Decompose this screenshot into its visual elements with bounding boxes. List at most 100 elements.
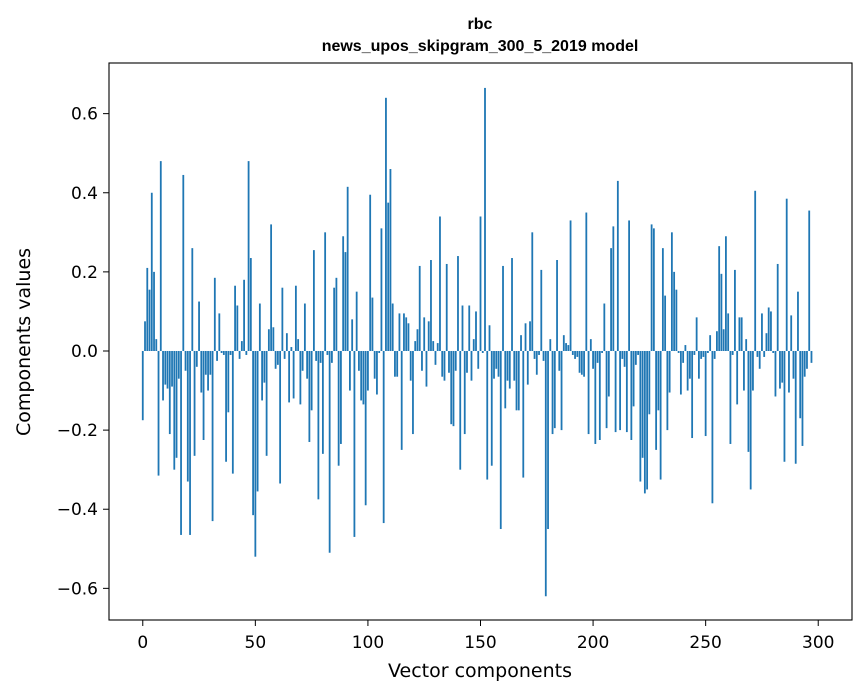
- bar: [157, 350, 160, 476]
- bar: [398, 313, 401, 351]
- bar: [749, 350, 752, 490]
- bar: [279, 350, 282, 484]
- bar: [457, 256, 459, 351]
- bar: [785, 198, 788, 351]
- bar: [790, 315, 793, 351]
- x-tick-label: 0: [137, 633, 148, 653]
- chart-title-line-1: rbc: [468, 16, 493, 33]
- bar: [668, 350, 671, 393]
- bar: [625, 350, 628, 433]
- bar: [466, 350, 468, 373]
- bar: [380, 228, 383, 351]
- bar: [679, 350, 682, 395]
- bar: [551, 350, 554, 435]
- bar: [204, 350, 207, 375]
- bar: [517, 350, 520, 411]
- bar: [430, 260, 432, 351]
- bar: [416, 329, 419, 351]
- bar: [486, 350, 489, 480]
- bar: [792, 350, 795, 379]
- bar: [808, 210, 811, 351]
- bar: [234, 285, 236, 351]
- bar: [673, 271, 676, 351]
- bar: [634, 350, 637, 365]
- bar: [342, 236, 345, 351]
- bar: [479, 216, 482, 351]
- bar: [270, 224, 273, 351]
- bar: [776, 263, 779, 351]
- bar: [504, 350, 507, 409]
- bar: [288, 350, 291, 403]
- bar: [198, 301, 200, 351]
- bar: [713, 350, 716, 359]
- bar: [704, 350, 707, 437]
- bar: [801, 350, 804, 446]
- bar: [765, 333, 768, 351]
- bar: [173, 350, 176, 470]
- bar: [772, 350, 775, 353]
- bar: [452, 350, 455, 427]
- bar: [531, 232, 534, 351]
- bar: [245, 350, 248, 355]
- bar: [146, 267, 149, 351]
- bar: [810, 350, 813, 363]
- bar: [574, 350, 576, 359]
- bar: [580, 350, 583, 375]
- bar: [450, 350, 453, 425]
- bar: [740, 317, 743, 351]
- bar: [650, 224, 653, 351]
- bar: [639, 350, 642, 482]
- bar: [297, 339, 300, 351]
- bar: [177, 350, 180, 379]
- bar: [499, 350, 502, 530]
- bar: [290, 347, 293, 351]
- bar: [441, 350, 444, 377]
- bar: [544, 350, 547, 597]
- bar: [707, 350, 709, 353]
- bar: [490, 350, 493, 466]
- x-axis-label: Vector components: [388, 660, 572, 682]
- bar: [727, 313, 730, 351]
- bar: [502, 265, 504, 351]
- bar: [569, 220, 572, 351]
- bar: [549, 339, 552, 351]
- bar: [477, 350, 480, 369]
- bar: [360, 350, 363, 401]
- bar: [423, 317, 426, 351]
- bar: [725, 236, 727, 351]
- bar: [301, 350, 304, 371]
- bar: [443, 350, 446, 381]
- bar: [387, 202, 390, 351]
- bar: [623, 350, 626, 367]
- bar: [418, 265, 421, 351]
- bar: [698, 350, 700, 379]
- bar: [761, 313, 763, 351]
- bar: [567, 345, 570, 351]
- bar: [274, 350, 277, 369]
- bar: [688, 350, 691, 379]
- bar: [565, 343, 567, 351]
- bar: [166, 350, 169, 389]
- bar: [378, 350, 381, 353]
- bar: [803, 350, 806, 377]
- bar: [409, 350, 412, 381]
- bar: [675, 289, 678, 351]
- bar: [648, 350, 651, 415]
- x-tick-label: 100: [352, 633, 384, 653]
- bar: [585, 212, 588, 351]
- bar: [632, 350, 635, 407]
- bar: [756, 350, 759, 357]
- bar: [562, 335, 565, 351]
- bar-series: [141, 87, 813, 597]
- bar: [794, 350, 797, 464]
- bar: [497, 350, 500, 377]
- bar: [661, 248, 664, 351]
- bar: [718, 246, 721, 351]
- bar: [553, 350, 556, 429]
- bar: [317, 350, 320, 500]
- bar: [670, 232, 673, 351]
- bar: [207, 350, 209, 391]
- bar: [488, 325, 491, 351]
- bar: [200, 350, 203, 393]
- bar: [155, 339, 158, 351]
